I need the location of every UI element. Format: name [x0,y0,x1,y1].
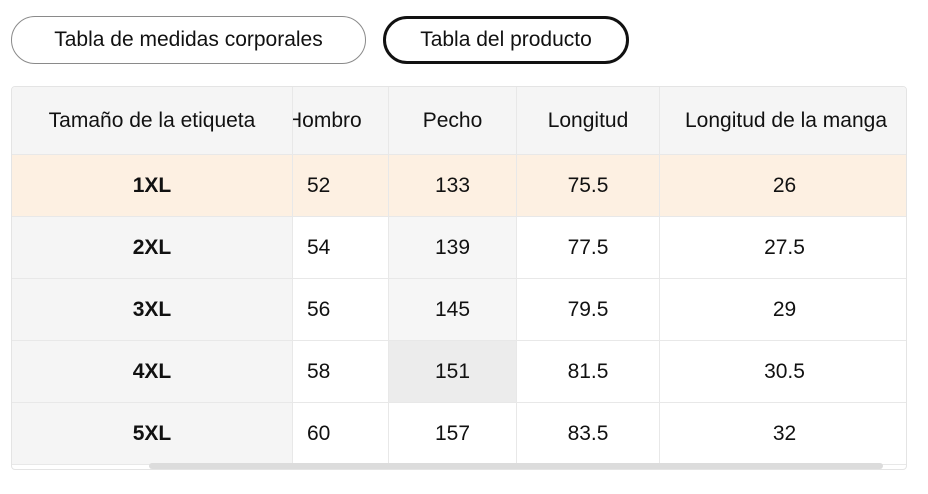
header-shoulder-text: Hombro [293,108,362,132]
header-length: Longitud [517,87,660,155]
row-length: 81.5 [517,341,660,403]
row-length: 77.5 [517,217,660,279]
row-sleeve-length: 29 [660,279,906,341]
tab-body-measurements[interactable]: Tabla de medidas corporales [11,16,366,64]
row-size: 4XL [12,341,293,403]
row-sleeve-length: 30.5 [660,341,906,403]
row-chest: 145 [389,279,517,341]
row-shoulder: 52 [293,155,389,217]
row-size: 2XL [12,217,293,279]
row-shoulder: 58 [293,341,389,403]
row-shoulder: 56 [293,279,389,341]
row-sleeve-length: 26 [660,155,906,217]
size-chart-tabs: Tabla de medidas corporales Tabla del pr… [11,16,629,64]
row-size: 5XL [12,403,293,465]
row-length: 83.5 [517,403,660,465]
row-chest: 139 [389,217,517,279]
row-shoulder: 54 [293,217,389,279]
size-table[interactable]: Tamaño de la etiqueta Hombro Pecho Longi… [11,86,907,470]
horizontal-scrollbar[interactable] [149,463,883,469]
row-size: 1XL [12,155,293,217]
row-sleeve-length: 32 [660,403,906,465]
row-size: 3XL [12,279,293,341]
row-sleeve-length: 27.5 [660,217,906,279]
row-chest: 133 [389,155,517,217]
header-shoulder: Hombro [293,87,389,155]
header-chest: Pecho [389,87,517,155]
row-length: 75.5 [517,155,660,217]
row-shoulder: 60 [293,403,389,465]
header-sleeve-length: Longitud de la manga [660,87,906,155]
header-label-size: Tamaño de la etiqueta [12,87,293,155]
tab-product-measurements[interactable]: Tabla del producto [383,16,629,64]
size-table-grid: Tamaño de la etiqueta Hombro Pecho Longi… [12,87,906,465]
row-chest: 157 [389,403,517,465]
row-length: 79.5 [517,279,660,341]
row-chest: 151 [389,341,517,403]
